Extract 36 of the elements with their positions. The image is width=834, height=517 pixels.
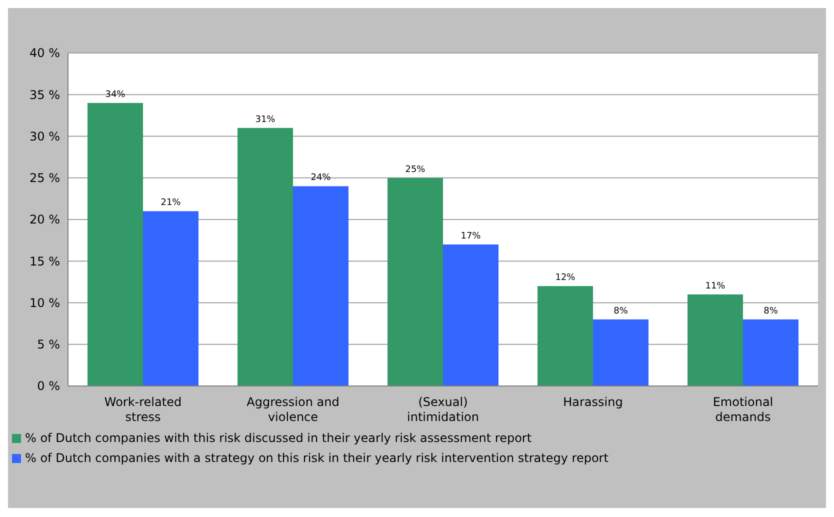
data-label: 31% [255,114,276,125]
x-tick-label: (Sexual) intimidation [407,395,479,424]
data-label: 21% [160,198,182,208]
y-tick-label: 35 % [30,88,60,102]
bar [293,186,348,386]
data-label: 11% [705,281,726,292]
data-label: 24% [310,173,332,184]
y-tick-label: 0 % [37,379,60,394]
y-tick-label: 25 % [30,171,60,186]
data-label: 25% [405,164,426,175]
x-tick-label: Harassing [563,395,623,409]
data-label: 8% [614,306,628,316]
x-tick-label: Emotional demands [712,395,774,424]
y-tick-label: 10 % [30,296,60,310]
bar [388,178,443,386]
y-tick-label: 20 % [30,212,60,227]
x-tick-label: Aggression and violence [246,395,340,424]
bar [593,319,648,386]
x-tick-label: Work-related stress [104,395,182,424]
bar [688,294,743,386]
bar [238,128,293,386]
data-label: 12% [555,273,576,284]
bar [88,102,143,386]
y-tick-label: 40 % [30,46,60,60]
bar [443,244,498,386]
y-tick-label: 15 % [30,254,60,268]
bar [143,211,198,386]
data-label: 17% [460,231,482,242]
legend-label: % of Dutch companies with this risk discussed in their yearly risk assessment report [25,431,532,445]
legend-label: % of Dutch companies with a strategy on this risk in their yearly risk intervention strategy report [25,451,609,465]
y-tick-label: 5 % [37,338,60,352]
y-tick-label: 30 % [30,129,60,144]
bar [538,286,593,386]
bar [743,319,798,386]
data-label: 34% [105,90,126,100]
data-label: 8% [764,306,778,316]
